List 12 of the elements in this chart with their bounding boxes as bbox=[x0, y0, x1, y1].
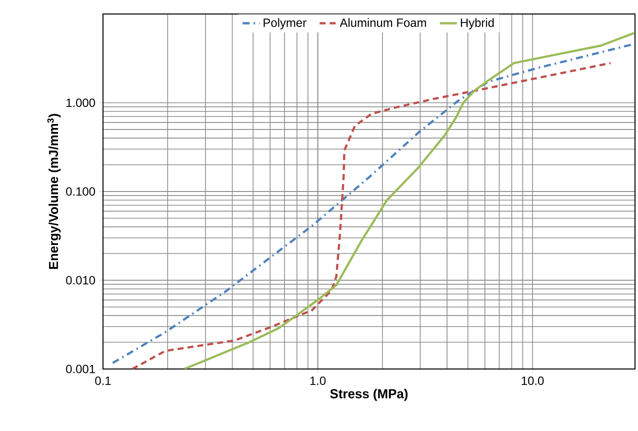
x-tick-label: 0.1 bbox=[95, 376, 111, 385]
legend-label: Polymer bbox=[264, 18, 306, 30]
x-axis-title: Stress (MPa) bbox=[330, 388, 408, 401]
y-tick-label: 0.010 bbox=[66, 276, 96, 284]
x-tick-label: 1.0 bbox=[310, 376, 326, 385]
legend-label: Hybrid bbox=[460, 18, 494, 30]
y-axis-title: Energy/Volume (mJ/mm$^{3}$) bbox=[47, 114, 61, 269]
legend-label: Aluminum Foam bbox=[340, 18, 426, 27]
x-tick-label: 10.0 bbox=[522, 376, 544, 385]
y-tick-label: 0.001 bbox=[66, 364, 95, 374]
y-tick-label: 0.100 bbox=[66, 187, 96, 196]
y-tick-label: 1.000 bbox=[66, 98, 96, 107]
